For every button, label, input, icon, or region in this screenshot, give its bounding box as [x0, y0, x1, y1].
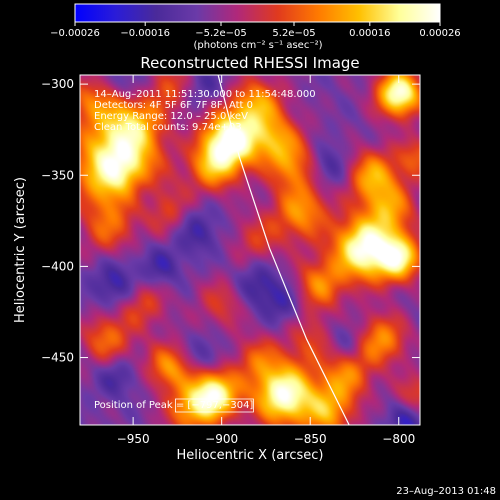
y-tick-label: −400: [41, 259, 74, 273]
colorbar-tick-label: −0.00026: [50, 28, 100, 39]
colorbar-ticks: −0.00026 −0.00016 −5.2e−05 5.2e−05 0.00016 0.…: [50, 22, 461, 39]
y-axis-ticks: −300 −350 −400 −450: [41, 77, 420, 365]
chart-title: Reconstructed RHESSI Image: [140, 54, 359, 72]
colorbar: −0.00026 −0.00016 −5.2e−05 5.2e−05 0.00016 0.…: [50, 3, 461, 51]
annotation-energy: Energy Range: 12.0 – 25.0 keV: [94, 111, 248, 122]
x-tick-label: −800: [382, 432, 415, 446]
y-tick-label: −450: [41, 351, 74, 365]
x-tick-label: −900: [205, 432, 238, 446]
plot-area: [80, 75, 420, 425]
annotation-detectors: Detectors: 4F 5F 6F 7F 8F, Att 0: [94, 100, 253, 111]
colorbar-tick-label: 5.2e−05: [272, 28, 315, 39]
y-axis-title: Heliocentric Y (arcsec): [13, 177, 28, 323]
colorbar-tick-label: 0.00026: [419, 28, 460, 39]
plot-frame: [79, 74, 421, 426]
x-axis-title: Heliocentric X (arcsec): [177, 448, 324, 463]
colorbar-unit-label: (photons cm⁻² s⁻¹ asec⁻²): [193, 40, 322, 51]
heatmap-image: [80, 75, 420, 425]
x-tick-label: −950: [117, 432, 150, 446]
annotation-peak-position: Position of Peak = [−797,−304]: [94, 400, 253, 411]
annotation-method: Clean Total counts: 9.74e+03: [94, 122, 242, 133]
colorbar-tick-label: 0.00016: [349, 28, 390, 39]
colorbar-tick-label: −5.2e−05: [195, 28, 247, 39]
solar-limb-curve: [217, 75, 350, 425]
annotation-time: 14–Aug–2011 11:51:30.000 to 11:54:48.000: [94, 89, 316, 100]
x-axis-ticks: −950 −900 −850 −800: [117, 75, 415, 446]
y-tick-label: −300: [41, 77, 74, 91]
peak-coordinate-box: [175, 398, 254, 413]
y-tick-label: −350: [41, 168, 74, 182]
info-annotations: 14–Aug–2011 11:51:30.000 to 11:54:48.000…: [94, 89, 316, 413]
x-tick-label: −850: [294, 432, 327, 446]
timestamp: 23–Aug–2013 01:48: [396, 486, 496, 497]
colorbar-gradient: [74, 3, 441, 23]
colorbar-tick-label: −0.00016: [120, 28, 170, 39]
